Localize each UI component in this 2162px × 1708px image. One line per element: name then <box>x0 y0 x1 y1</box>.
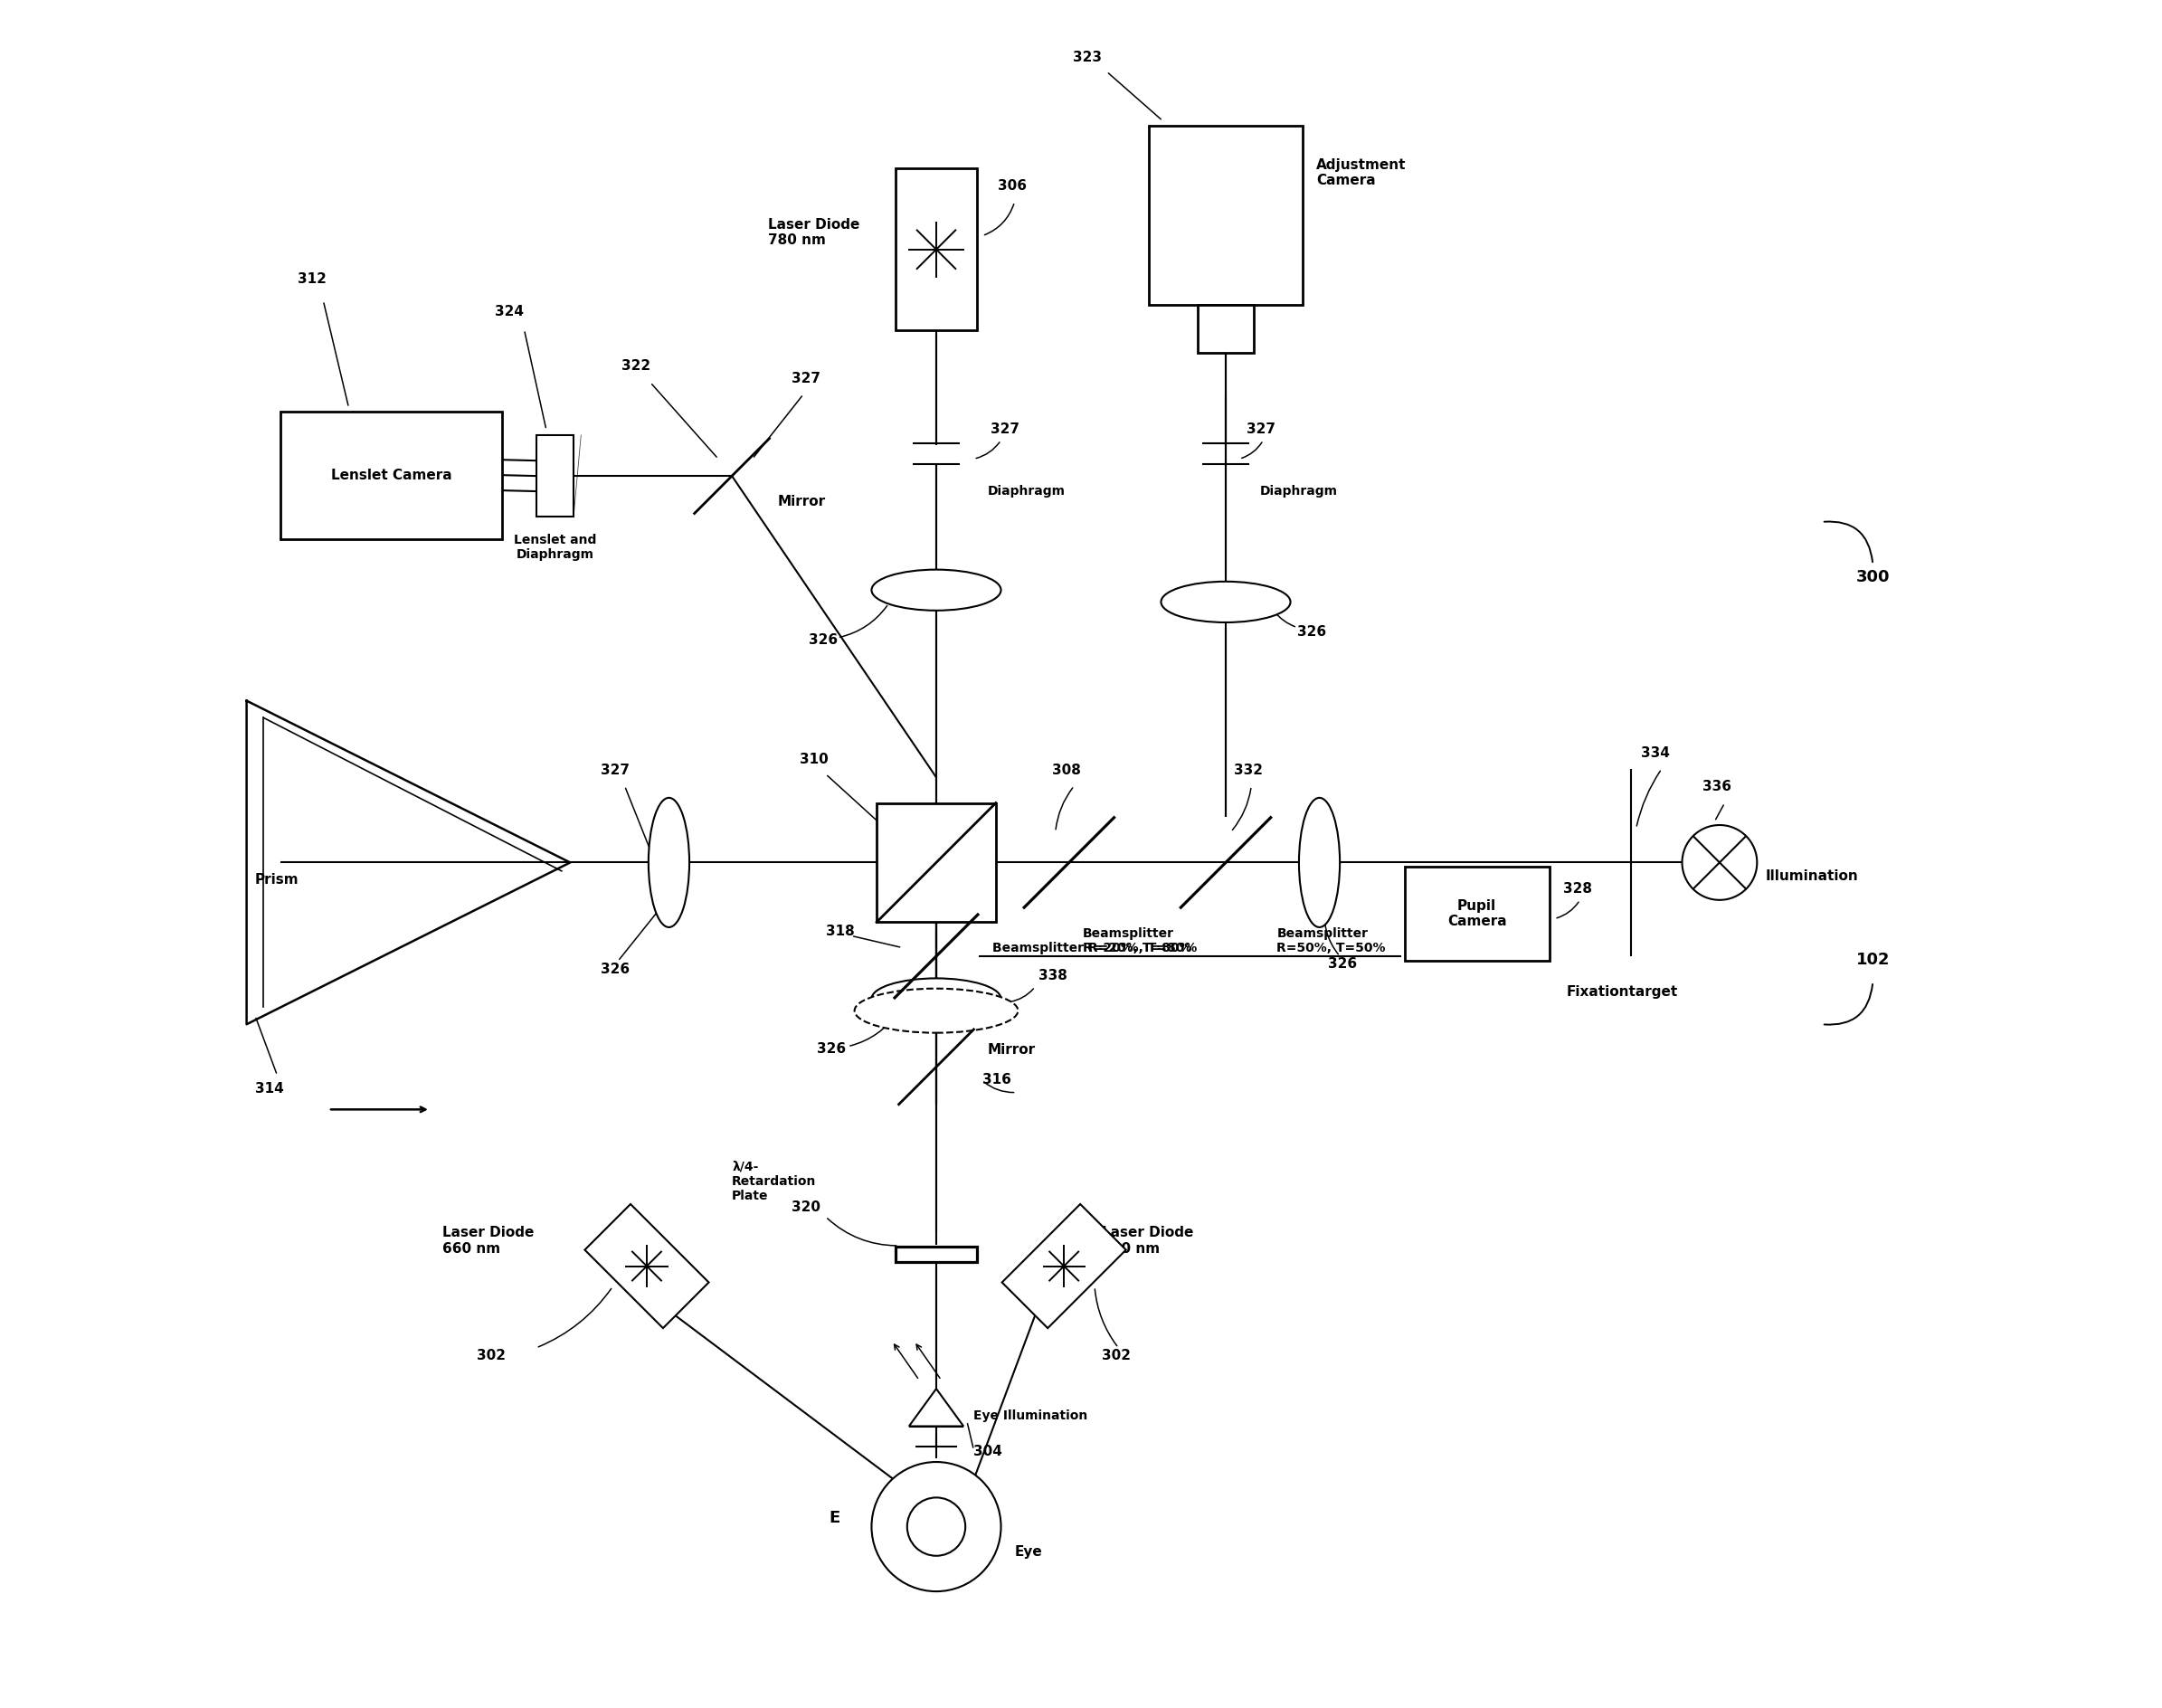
Text: 328: 328 <box>1563 883 1591 897</box>
Text: 300: 300 <box>1855 569 1890 586</box>
Text: Mirror: Mirror <box>778 495 826 509</box>
Text: Lenslet and
Diaphragm: Lenslet and Diaphragm <box>515 535 597 562</box>
Text: 302: 302 <box>476 1349 506 1363</box>
Circle shape <box>1682 825 1758 900</box>
Text: Mirror: Mirror <box>988 1044 1036 1057</box>
Text: Beamsplitter
R=20%, T=80%: Beamsplitter R=20%, T=80% <box>1083 927 1191 955</box>
Text: 323: 323 <box>1072 51 1100 63</box>
Bar <box>281 412 502 540</box>
Text: λ/4-
Retardation
Plate: λ/4- Retardation Plate <box>733 1160 817 1202</box>
Text: 312: 312 <box>298 273 326 287</box>
Text: 334: 334 <box>1641 746 1669 760</box>
Bar <box>1198 304 1254 352</box>
Ellipse shape <box>871 569 1001 610</box>
Text: Adjustment
Camera: Adjustment Camera <box>1317 159 1405 188</box>
Text: 324: 324 <box>495 306 523 319</box>
Text: 308: 308 <box>1053 763 1081 777</box>
Text: Lenslet Camera: Lenslet Camera <box>331 468 452 482</box>
Text: 338: 338 <box>1038 968 1068 982</box>
Ellipse shape <box>649 798 690 927</box>
Text: 102: 102 <box>1855 951 1890 968</box>
Text: Laser Diode
780 nm: Laser Diode 780 nm <box>768 217 858 248</box>
Polygon shape <box>1001 1204 1126 1329</box>
Text: 326: 326 <box>1327 956 1358 970</box>
Text: polarising
Beamsplitter: polarising Beamsplitter <box>873 986 964 1013</box>
Text: 326: 326 <box>817 1042 845 1056</box>
Text: Pupil
Camera: Pupil Camera <box>1446 898 1507 927</box>
Ellipse shape <box>871 979 1001 1020</box>
Text: Diaphragm: Diaphragm <box>1260 485 1338 497</box>
Text: 314: 314 <box>255 1081 283 1095</box>
Ellipse shape <box>854 989 1018 1033</box>
Text: E: E <box>828 1510 839 1527</box>
Text: 306: 306 <box>997 179 1027 193</box>
Circle shape <box>908 1498 966 1556</box>
Text: 327: 327 <box>1245 422 1276 436</box>
Text: 326: 326 <box>601 962 629 975</box>
Text: 326: 326 <box>1297 625 1325 639</box>
Bar <box>895 169 977 330</box>
Bar <box>895 1247 977 1262</box>
Ellipse shape <box>1161 581 1291 622</box>
Text: 326: 326 <box>809 634 837 647</box>
Text: 322: 322 <box>620 359 651 372</box>
Text: Diaphragm: Diaphragm <box>988 485 1066 497</box>
Polygon shape <box>584 1204 709 1329</box>
Text: Beamsplitter R=20%, T=80%: Beamsplitter R=20%, T=80% <box>992 941 1198 955</box>
Text: 310: 310 <box>800 753 828 767</box>
Text: Laser Diode
660 nm: Laser Diode 660 nm <box>443 1226 534 1255</box>
Text: Beamsplitter
R=50%, T=50%: Beamsplitter R=50%, T=50% <box>1278 927 1386 955</box>
Text: 332: 332 <box>1235 763 1263 777</box>
Text: Fixationtarget: Fixationtarget <box>1567 986 1678 999</box>
Text: 327: 327 <box>791 371 819 384</box>
Text: 304: 304 <box>973 1445 1003 1459</box>
Text: 302: 302 <box>1100 1349 1131 1363</box>
Text: 327: 327 <box>990 422 1020 436</box>
Bar <box>536 436 573 518</box>
Text: Illumination: Illumination <box>1766 869 1859 883</box>
Circle shape <box>871 1462 1001 1592</box>
Text: 327: 327 <box>601 763 629 777</box>
Text: 336: 336 <box>1701 781 1732 794</box>
Bar <box>1150 126 1302 304</box>
Text: 320: 320 <box>791 1201 819 1214</box>
Bar <box>1405 866 1550 960</box>
Text: 316: 316 <box>982 1073 1012 1086</box>
Text: Prism: Prism <box>255 873 298 886</box>
Text: Eye: Eye <box>1014 1546 1042 1559</box>
Ellipse shape <box>1299 798 1340 927</box>
Text: Laser Diode
660 nm: Laser Diode 660 nm <box>1100 1226 1193 1255</box>
Text: 318: 318 <box>826 926 854 938</box>
Polygon shape <box>908 1389 964 1426</box>
Bar <box>876 803 997 922</box>
Text: Eye Illumination: Eye Illumination <box>973 1409 1087 1423</box>
